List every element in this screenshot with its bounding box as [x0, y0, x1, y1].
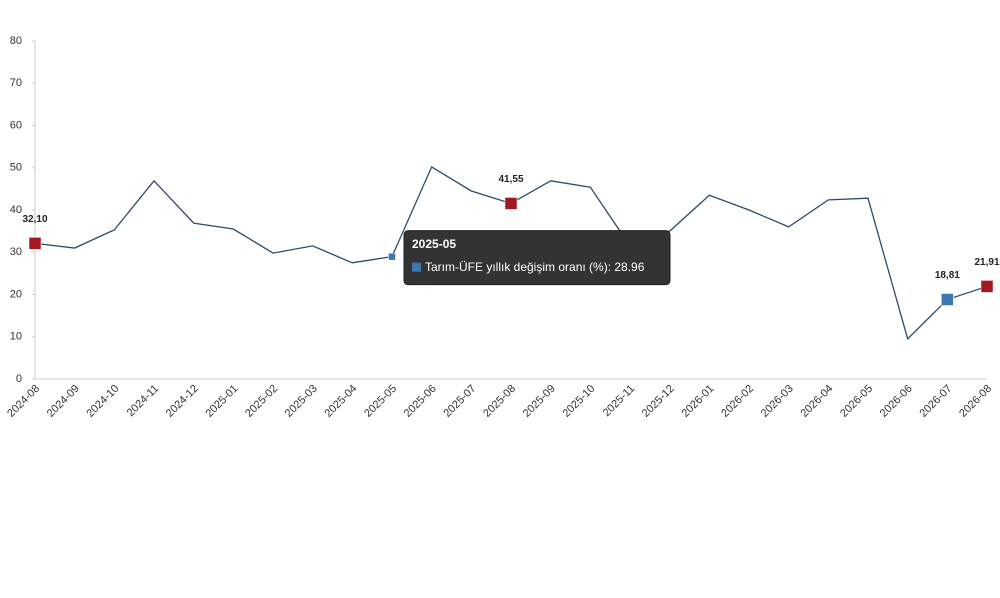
y-tick-label: 30 — [10, 246, 22, 258]
y-tick-label: 10 — [10, 331, 22, 343]
tooltip-box — [403, 230, 671, 286]
x-tick-label: 2026-05 — [838, 383, 875, 420]
x-tick-label: 2024-11 — [125, 383, 161, 419]
x-tick-label: 2026-04 — [798, 383, 835, 420]
x-tick-label: 2025-07 — [441, 383, 478, 420]
x-tick-label: 2024-08 — [5, 383, 42, 420]
tooltip-text: Tarım-ÜFE yıllık değişim oranı (%): 28.9… — [425, 260, 645, 274]
marker — [504, 197, 518, 210]
x-tick-label: 2025-03 — [283, 383, 320, 420]
y-tick-label: 40 — [10, 204, 22, 216]
y-tick-label: 80 — [10, 35, 22, 47]
y-tick-label: 60 — [10, 119, 22, 131]
x-tick-label: 2025-02 — [243, 383, 280, 420]
x-tick-label: 2025-06 — [402, 383, 439, 420]
x-tick-label: 2026-06 — [878, 383, 915, 420]
marker — [388, 252, 396, 261]
x-tick-label: 2025-10 — [560, 383, 597, 420]
x-tick-label: 2025-11 — [601, 383, 637, 419]
y-tick-label: 20 — [10, 288, 22, 300]
y-tick-label: 0 — [16, 373, 22, 385]
x-tick-label: 2024-09 — [45, 383, 82, 420]
x-tick-label: 2025-04 — [322, 383, 359, 420]
marker — [28, 237, 42, 250]
value-label: 21,91 — [974, 257, 999, 268]
x-tick-label: 2024-10 — [84, 383, 121, 420]
x-tick-label: 2025-01 — [203, 383, 240, 420]
x-tick-label: 2026-01 — [679, 383, 716, 420]
tooltip-swatch — [412, 262, 421, 272]
marker — [980, 280, 994, 293]
x-tick-label: 2024-12 — [164, 383, 201, 420]
y-tick-label: 50 — [10, 162, 22, 174]
value-label: 41,55 — [498, 174, 523, 185]
y-tick-label: 70 — [10, 77, 22, 89]
x-tick-label: 2026-03 — [759, 383, 796, 420]
x-tick-label: 2025-05 — [362, 383, 399, 420]
marker — [941, 293, 954, 306]
value-label: 32,10 — [22, 214, 47, 225]
x-tick-label: 2026-08 — [957, 383, 994, 420]
x-tick-label: 2025-09 — [521, 383, 558, 420]
x-tick-label: 2026-07 — [917, 383, 954, 420]
tooltip: 2025-05 Tarım-ÜFE yıllık değişim oranı (%… — [403, 230, 671, 286]
tooltip-title: 2025-05 — [412, 237, 456, 251]
x-tick-label: 2025-12 — [640, 383, 677, 420]
x-tick-label: 2026-02 — [719, 383, 756, 420]
x-tick-label: 2025-08 — [481, 383, 518, 420]
value-label: 18,81 — [935, 270, 960, 281]
